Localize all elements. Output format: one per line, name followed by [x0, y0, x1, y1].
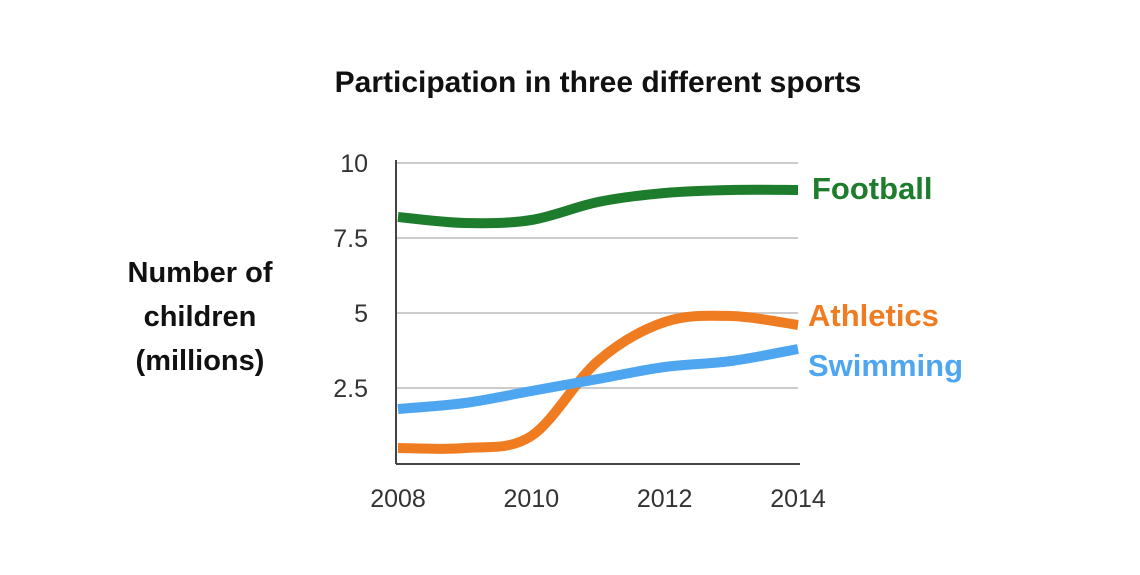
- y-axis-label-line2: children: [144, 301, 257, 333]
- x-tick-label: 2008: [370, 485, 426, 513]
- series-label-swimming: Swimming: [808, 348, 963, 383]
- series-line-swimming: [397, 344, 799, 414]
- series-label-football: Football: [812, 171, 933, 206]
- y-tick-label: 5: [354, 300, 368, 328]
- x-tick-label: 2014: [770, 485, 826, 513]
- series-line-football: [397, 184, 799, 229]
- chart-title: Participation in three different sports: [335, 66, 862, 99]
- x-tick-label: 2012: [637, 485, 693, 513]
- y-axis-label-line3: (millions): [136, 345, 265, 377]
- y-tick-label: 2.5: [333, 375, 368, 403]
- x-tick-label: 2010: [504, 485, 560, 513]
- y-axis-label-line1: Number of: [128, 257, 273, 289]
- y-tick-label: 7.5: [333, 225, 368, 253]
- series-label-athletics: Athletics: [808, 298, 939, 333]
- y-tick-label: 10: [340, 150, 368, 178]
- series-line-athletics: [397, 310, 799, 454]
